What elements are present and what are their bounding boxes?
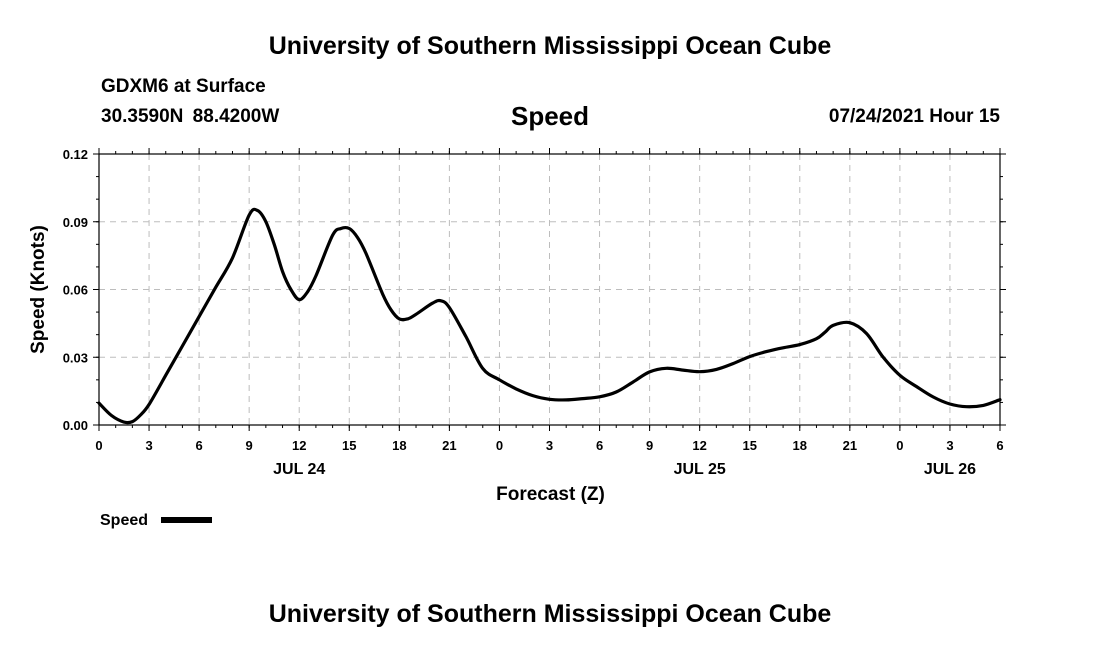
x-tick-label: 9: [646, 438, 653, 453]
x-tick-label: 6: [195, 438, 202, 453]
x-tick-label: 3: [546, 438, 553, 453]
x-axis-title: Forecast (Z): [496, 484, 605, 505]
station-label: GDXM6 at Surface: [101, 76, 266, 97]
y-tick-label: 0.00: [63, 418, 88, 433]
x-tick-label: 15: [742, 438, 756, 453]
x-tick-label: 12: [292, 438, 306, 453]
footer-title: University of Southern Mississippi Ocean…: [268, 600, 832, 628]
x-tick-label: 12: [692, 438, 706, 453]
date-label: JUL 26: [924, 461, 976, 478]
x-tick-label: 0: [896, 438, 903, 453]
plot-frame: [98, 153, 1001, 426]
legend-label: Speed: [100, 512, 148, 529]
x-tick-label: 3: [145, 438, 152, 453]
y-tick-label: 0.06: [63, 283, 88, 298]
x-tick-label: 15: [342, 438, 356, 453]
datetime-label: 07/24/2021 Hour 15: [828, 106, 1000, 127]
y-tick-label: 0.03: [63, 350, 88, 365]
date-label: JUL 25: [674, 461, 726, 478]
y-tick-label: 0.12: [63, 147, 88, 162]
speed-series-line: [97, 207, 1002, 425]
x-tick-label: 21: [843, 438, 857, 453]
x-tick-label: 21: [442, 438, 456, 453]
legend: Speed: [100, 512, 212, 529]
x-tick-label: 6: [596, 438, 603, 453]
y-axis-title: Speed (Knots): [28, 225, 49, 354]
x-tick-label: 6: [996, 438, 1003, 453]
chart-title: Speed: [510, 101, 590, 131]
grid-lines: [99, 154, 1000, 425]
page-title: University of Southern Mississippi Ocean…: [268, 32, 832, 60]
x-tick-label: 9: [246, 438, 253, 453]
coordinates-label: 30.3590N 88.4200W: [101, 106, 280, 127]
x-tick-label: 18: [793, 438, 807, 453]
x-tick-label: 18: [392, 438, 406, 453]
x-tick-label: 0: [95, 438, 102, 453]
x-tick-label: 0: [496, 438, 503, 453]
y-tick-label: 0.09: [63, 215, 88, 230]
axis-labels: 0.00 0.03 0.06 0.09 0.12 0 3 6 9 12 15 18 21 0 3 6 9 12 15…: [28, 147, 1004, 505]
date-label: JUL 24: [273, 461, 325, 478]
x-tick-label: 3: [946, 438, 953, 453]
series-group: [97, 207, 1002, 425]
